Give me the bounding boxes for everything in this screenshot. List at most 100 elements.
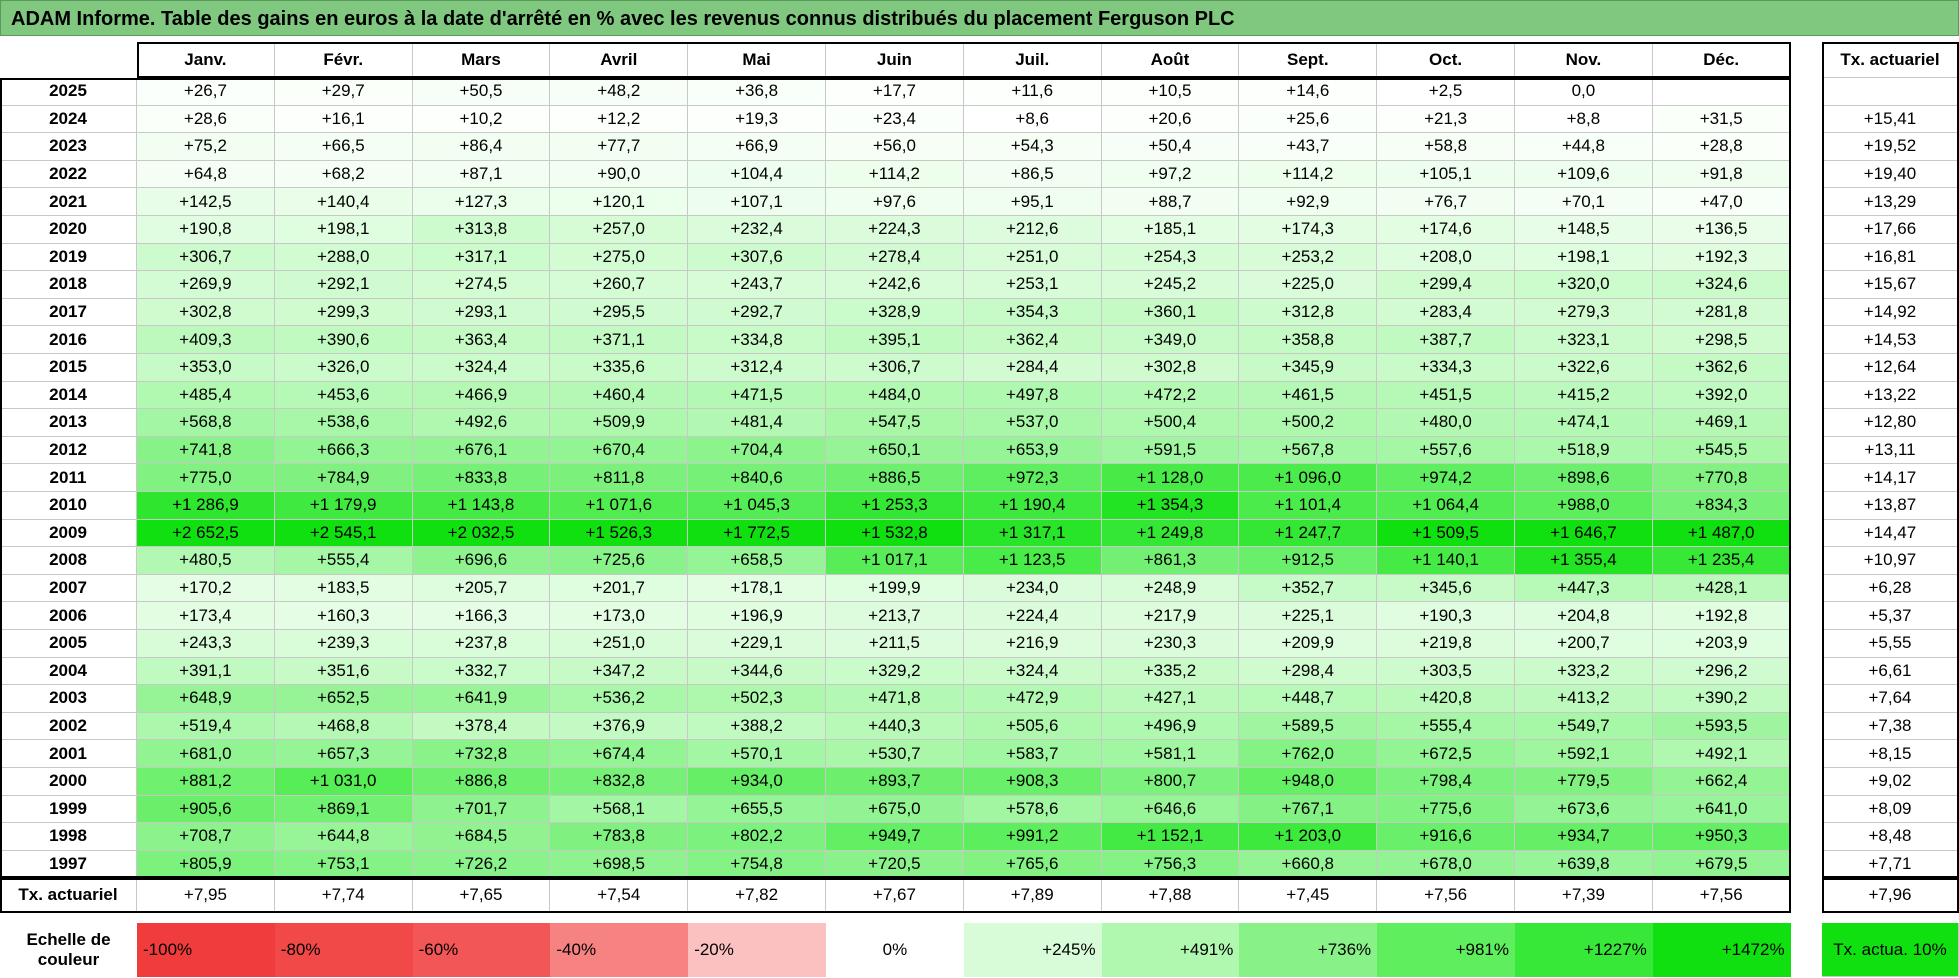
value-cell: +753,1: [274, 850, 413, 879]
value-cell: +1 017,1: [826, 547, 964, 575]
value-cell: +242,6: [826, 271, 964, 299]
value-cell: +428,1: [1652, 574, 1791, 603]
value-cell: +652,5: [274, 685, 413, 713]
actuarial-cell: [1822, 78, 1959, 106]
value-cell: +500,4: [1101, 409, 1240, 437]
actuarial-cell: +5,37: [1822, 602, 1959, 630]
value-cell: +1 203,0: [1239, 823, 1378, 851]
actuarial-cell: +13,29: [1822, 188, 1959, 216]
value-cell: +225,0: [1239, 271, 1378, 299]
value-cell: +199,9: [826, 574, 964, 603]
value-cell: +805,9: [137, 850, 275, 879]
value-cell: +36,8: [688, 78, 826, 106]
value-cell: +468,8: [274, 712, 413, 741]
value-cell: +68,2: [274, 160, 413, 189]
value-cell: +1 235,4: [1652, 547, 1791, 575]
value-cell: +347,2: [550, 657, 689, 686]
actuarial-cell: +14,92: [1822, 298, 1959, 327]
value-cell: +440,3: [826, 712, 964, 741]
value-cell: +274,5: [412, 271, 551, 299]
value-cell: +2 545,1: [274, 519, 413, 548]
value-cell: +800,7: [1101, 768, 1240, 796]
value-cell: +1 143,8: [412, 492, 551, 520]
value-cell: [1652, 78, 1791, 106]
value-cell: +802,2: [688, 823, 826, 851]
value-cell: +861,3: [1101, 547, 1240, 575]
value-cell: +390,6: [274, 326, 413, 354]
value-cell: +345,9: [1239, 354, 1378, 382]
value-cell: +472,9: [963, 685, 1102, 713]
value-cell: +1 123,5: [963, 547, 1102, 575]
value-cell: +313,8: [412, 216, 551, 244]
value-cell: +230,3: [1101, 630, 1240, 658]
value-cell: +170,2: [137, 574, 275, 603]
value-cell: +239,3: [274, 630, 413, 658]
value-cell: +869,1: [274, 795, 413, 824]
value-cell: +639,8: [1515, 850, 1653, 879]
value-cell: +578,6: [963, 795, 1102, 824]
value-cell: +306,7: [137, 243, 275, 272]
value-cell: +253,2: [1239, 243, 1378, 272]
value-cell: +653,9: [963, 436, 1102, 465]
row-year: 2004: [0, 657, 137, 686]
value-cell: +352,7: [1239, 574, 1378, 603]
footer-cell: +7,67: [826, 878, 964, 914]
row-year: 2012: [0, 436, 137, 465]
value-cell: +91,8: [1652, 160, 1791, 189]
value-cell: +329,2: [826, 657, 964, 686]
value-cell: +260,7: [550, 271, 689, 299]
value-cell: +684,5: [412, 823, 551, 851]
value-cell: +21,3: [1377, 105, 1515, 134]
value-cell: +298,4: [1239, 657, 1378, 686]
value-cell: +136,5: [1652, 216, 1791, 244]
value-cell: +754,8: [688, 850, 826, 879]
value-cell: +905,6: [137, 795, 275, 824]
value-cell: +358,8: [1239, 326, 1378, 354]
value-cell: +75,2: [137, 133, 275, 161]
value-cell: +881,2: [137, 768, 275, 796]
row-year: 2021: [0, 188, 137, 216]
value-cell: +295,5: [550, 298, 689, 327]
value-cell: +114,2: [1239, 160, 1378, 189]
value-cell: +140,4: [274, 188, 413, 216]
value-cell: +173,4: [137, 602, 275, 630]
value-cell: +97,6: [826, 188, 964, 216]
value-cell: +950,3: [1652, 823, 1791, 851]
value-cell: +105,1: [1377, 160, 1515, 189]
value-cell: +581,1: [1101, 740, 1240, 768]
value-cell: +678,0: [1377, 850, 1515, 879]
value-cell: +679,5: [1652, 850, 1791, 879]
footer-cell: +7,82: [688, 878, 826, 914]
actuarial-cell: +7,38: [1822, 712, 1959, 741]
footer-cell: +7,65: [412, 878, 551, 914]
value-cell: +589,5: [1239, 712, 1378, 741]
row-year: 2011: [0, 464, 137, 492]
value-cell: +1 096,0: [1239, 464, 1378, 492]
value-cell: +86,4: [412, 133, 551, 161]
value-cell: +672,5: [1377, 740, 1515, 768]
value-cell: +886,8: [412, 768, 551, 796]
value-cell: +948,0: [1239, 768, 1378, 796]
row-year: 2019: [0, 243, 137, 272]
legend-swatch: +1227%: [1515, 923, 1653, 977]
value-cell: +570,1: [688, 740, 826, 768]
value-cell: +427,1: [1101, 685, 1240, 713]
legend-swatch: -40%: [550, 923, 689, 977]
value-cell: +148,5: [1515, 216, 1653, 244]
legend-swatch: +245%: [963, 923, 1102, 977]
value-cell: +756,3: [1101, 850, 1240, 879]
actuarial-cell: +19,40: [1822, 160, 1959, 189]
value-cell: +185,1: [1101, 216, 1240, 244]
value-cell: +1 772,5: [688, 519, 826, 548]
value-cell: +127,3: [412, 188, 551, 216]
footer-cell: +7,56: [1652, 878, 1791, 914]
value-cell: +281,8: [1652, 298, 1791, 327]
actuarial-cell: +17,66: [1822, 216, 1959, 244]
value-cell: +567,8: [1239, 436, 1378, 465]
value-cell: +234,0: [963, 574, 1102, 603]
value-cell: +779,5: [1515, 768, 1653, 796]
column-header: Tx. actuariel: [1822, 42, 1959, 78]
footer-cell: +7,56: [1377, 878, 1515, 914]
value-cell: +232,4: [688, 216, 826, 244]
value-cell: +991,2: [963, 823, 1102, 851]
